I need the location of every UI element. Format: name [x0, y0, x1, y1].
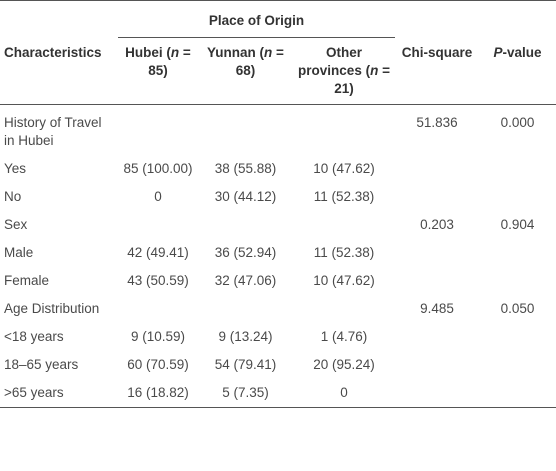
table-row: Age Distribution 9.485 0.050: [0, 295, 556, 323]
header-text: = 85): [148, 45, 191, 78]
table-cell: 30 (44.12): [214, 189, 277, 204]
data-table: Place of Origin Characteristics Hubei (n …: [0, 0, 556, 408]
group-header: Place of Origin: [118, 0, 396, 38]
table-cell: No: [4, 189, 22, 204]
table-cell: 11 (52.38): [313, 189, 375, 204]
table-cell: History of Travel in Hubei: [4, 115, 102, 148]
table-cell: 10 (47.62): [313, 161, 375, 176]
header-row: Characteristics Hubei (n = 85) Yunnan (n =…: [0, 38, 556, 105]
header-text: P: [493, 44, 503, 60]
header-text: Other provinces (: [298, 45, 371, 78]
column-header: Yunnan (n = 68): [198, 38, 293, 105]
table-row: Yes 85 (100.00) 38 (55.88) 10 (47.62): [0, 155, 556, 183]
blank-cell: [118, 105, 198, 156]
blank-cell: [395, 323, 479, 351]
blank-cell: [479, 239, 556, 267]
table-cell: 32 (47.06): [214, 273, 277, 288]
group-header-row: Place of Origin: [0, 0, 556, 38]
blank-cell: [198, 211, 293, 239]
table-cell: Yes: [4, 161, 27, 176]
table-cell: 16 (18.82): [127, 385, 189, 400]
column-header: Hubei (n = 85): [118, 38, 198, 105]
blank-cell: [293, 295, 395, 323]
blank-cell: [395, 155, 479, 183]
table-cell: 1 (4.76): [320, 329, 368, 344]
table-row: 18–65 years 60 (70.59) 54 (79.41) 20 (95.24…: [0, 351, 556, 379]
header-text: = 68): [235, 45, 284, 78]
blank-cell: [118, 295, 198, 323]
header-text: Yunnan (: [207, 45, 265, 60]
blank-cell: [479, 323, 556, 351]
blank-cell: [395, 351, 479, 379]
table-cell: 5 (7.35): [222, 385, 269, 400]
table-cell: 43 (50.59): [127, 273, 189, 288]
table-cell: 11 (52.38): [313, 245, 375, 260]
table-cell: Sex: [4, 217, 28, 232]
table-cell: 0.203: [420, 217, 454, 232]
blank-cell: [198, 295, 293, 323]
table-cell: 60 (70.59): [127, 357, 189, 372]
table-cell: 0: [154, 189, 162, 204]
table-cell: 0.904: [500, 217, 535, 232]
table-cell: 36 (52.94): [214, 245, 277, 260]
column-header: Other provinces (n = 21): [293, 38, 395, 105]
blank-cell: [479, 1, 556, 38]
table-cell: 0.050: [500, 301, 535, 316]
header-text: -value: [502, 44, 542, 60]
table-cell: 0: [340, 385, 348, 400]
blank-cell: [479, 155, 556, 183]
table-row: Female 43 (50.59) 32 (47.06) 10 (47.62): [0, 267, 556, 295]
table-cell: 85 (100.00): [123, 161, 193, 176]
table-cell: 54 (79.41): [214, 357, 277, 372]
table-cell: 51.836: [416, 115, 458, 130]
header-text: = 21): [334, 63, 390, 96]
table-row: Male 42 (49.41) 36 (52.94) 11 (52.38): [0, 239, 556, 267]
blank-cell: [293, 105, 395, 156]
blank-cell: [479, 351, 556, 379]
table-cell: Male: [4, 245, 34, 260]
blank-cell: [395, 267, 479, 295]
table-row: No 0 30 (44.12) 11 (52.38): [0, 183, 556, 211]
table-cell: <18 years: [4, 329, 64, 344]
blank-cell: [395, 1, 479, 38]
column-header: P-value: [479, 38, 556, 105]
table-cell: 20 (95.24): [313, 357, 375, 372]
table-cell: 10 (47.62): [313, 273, 375, 288]
table-row: >65 years 16 (18.82) 5 (7.35) 0: [0, 379, 556, 408]
column-header: Chi-square: [395, 38, 479, 105]
table-cell: 9 (13.24): [218, 329, 273, 344]
blank-cell: [395, 239, 479, 267]
table-row: History of Travel in Hubei 51.836 0.000: [0, 105, 556, 156]
table-body: History of Travel in Hubei 51.836 0.000 Yes…: [0, 105, 556, 408]
table-cell: Age Distribution: [4, 301, 100, 316]
header-text: n: [370, 63, 379, 78]
table-cell: 0.000: [500, 115, 535, 130]
blank-cell: [395, 183, 479, 211]
table-cell: >65 years: [4, 385, 64, 400]
blank-cell: [479, 379, 556, 408]
header-text: Chi-square: [401, 44, 473, 60]
blank-cell: [293, 211, 395, 239]
header-text: n: [264, 45, 273, 60]
table-row: <18 years 9 (10.59) 9 (13.24) 1 (4.76): [0, 323, 556, 351]
column-header: Characteristics: [0, 38, 118, 105]
blank-cell: [479, 183, 556, 211]
blank-cell: [479, 267, 556, 295]
table-cell: Female: [4, 273, 50, 288]
blank-cell: [395, 379, 479, 408]
blank-cell: [118, 211, 198, 239]
table-cell: 18–65 years: [4, 357, 79, 372]
table-cell: 9 (10.59): [130, 329, 186, 344]
header-text: Hubei (: [125, 45, 171, 60]
table-row: Sex 0.203 0.904: [0, 211, 556, 239]
header-text: n: [170, 45, 180, 60]
blank-cell: [0, 1, 118, 38]
table-cell: 42 (49.41): [127, 245, 189, 260]
blank-cell: [198, 105, 293, 156]
table-cell: 9.485: [420, 301, 454, 316]
table-cell: 38 (55.88): [214, 161, 277, 176]
header-text: Characteristics: [4, 44, 102, 60]
